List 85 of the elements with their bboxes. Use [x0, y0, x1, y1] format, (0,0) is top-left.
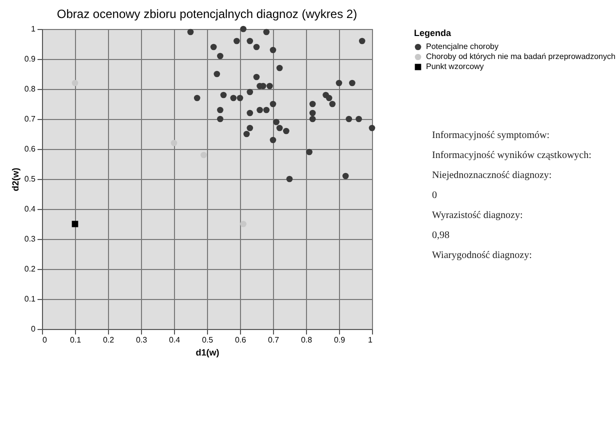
- point: [200, 152, 207, 158]
- text: Wyrazistość diagnozy:: [432, 210, 524, 221]
- text: Informacyjność symptomów:: [432, 130, 550, 141]
- point: [194, 94, 200, 102]
- point: [309, 100, 316, 108]
- y-tick-label: 0.4: [24, 204, 36, 214]
- text: 0,98: [432, 230, 450, 241]
- legend-label: Choroby od których nie ma badań przeprowadzonych: [426, 52, 616, 61]
- point: [349, 80, 356, 86]
- point: [220, 92, 227, 98]
- x-tick-label: 0: [42, 336, 48, 344]
- point: [263, 106, 270, 114]
- point: [246, 110, 254, 116]
- x-tick-label: 0.1: [70, 336, 82, 344]
- point: [240, 220, 246, 228]
- x-tick-label: 1: [368, 336, 374, 344]
- point: [276, 124, 283, 132]
- point: [276, 64, 283, 72]
- x-tick-label: 0.8: [300, 336, 313, 344]
- point: [217, 106, 224, 114]
- y-tick-label: 0.5: [24, 174, 36, 184]
- point: [326, 94, 332, 102]
- y-tick-label: 1: [31, 24, 36, 34]
- point: [240, 26, 246, 32]
- point: [286, 176, 293, 182]
- point: [329, 100, 336, 108]
- point: [246, 38, 254, 44]
- point: [263, 28, 270, 36]
- point: [346, 116, 352, 122]
- point: [256, 106, 263, 114]
- y-tick-label: 0.7: [24, 114, 36, 124]
- point: [217, 52, 224, 60]
- point: [270, 100, 276, 108]
- point: [246, 88, 254, 96]
- point: [336, 80, 342, 86]
- chart-title: Obraz ocenowy zbioru potencjalnych diagnoz (wykres 2): [56, 7, 358, 21]
- point: [253, 44, 260, 50]
- point: [283, 128, 290, 134]
- point: [270, 136, 276, 144]
- text: Niejednoznaczność diagnozy:: [432, 170, 553, 181]
- y-tick-label: 0.2: [24, 264, 36, 274]
- point: [309, 116, 316, 122]
- point: [243, 130, 250, 138]
- point: [214, 70, 220, 78]
- x-tick-label: 0.3: [136, 336, 148, 344]
- point: [187, 28, 194, 36]
- point: [72, 80, 78, 86]
- x-tick-label: 0.5: [202, 336, 214, 344]
- legend-label: Potencjalne choroby: [426, 42, 498, 51]
- legend-label: Punkt wzorcowy: [426, 62, 484, 71]
- point: [217, 116, 224, 122]
- point: [72, 220, 78, 228]
- point: [230, 94, 237, 102]
- y-tick-label: 0: [31, 324, 36, 334]
- y-tick-label: 0.9: [24, 54, 36, 64]
- point: [358, 38, 366, 44]
- x-tick-label: 0.4: [168, 336, 181, 344]
- point: [210, 44, 217, 50]
- legend-title: Legenda: [414, 28, 452, 38]
- x-tick-label: 0.9: [334, 336, 346, 344]
- point: [246, 124, 254, 132]
- y-tick-label: 0.3: [24, 234, 36, 244]
- point: [236, 94, 244, 102]
- text: Wiarygodność diagnozy:: [432, 250, 533, 261]
- x-tick-label: 0.6: [234, 336, 247, 344]
- point: [170, 140, 178, 146]
- point: [270, 46, 276, 54]
- point: [356, 116, 362, 122]
- point: [234, 38, 240, 44]
- x-tick-label: 0.2: [102, 336, 115, 344]
- point: [306, 148, 312, 156]
- point: [309, 110, 316, 116]
- text: 0: [432, 190, 438, 201]
- point: [273, 118, 280, 126]
- x-tick-label: 0.7: [268, 336, 280, 344]
- y-axis-title: d2(w): [10, 168, 20, 192]
- text: Informacyjność wyników cząstkowych:: [432, 150, 592, 161]
- y-tick-label: 0.6: [24, 144, 36, 154]
- x-axis-title: d1(w): [196, 348, 220, 358]
- point: [266, 82, 273, 90]
- point: [368, 124, 376, 132]
- y-tick-label: 0.8: [24, 84, 36, 94]
- point: [342, 172, 349, 180]
- point: [253, 74, 260, 80]
- y-tick-label: 0.1: [24, 294, 36, 304]
